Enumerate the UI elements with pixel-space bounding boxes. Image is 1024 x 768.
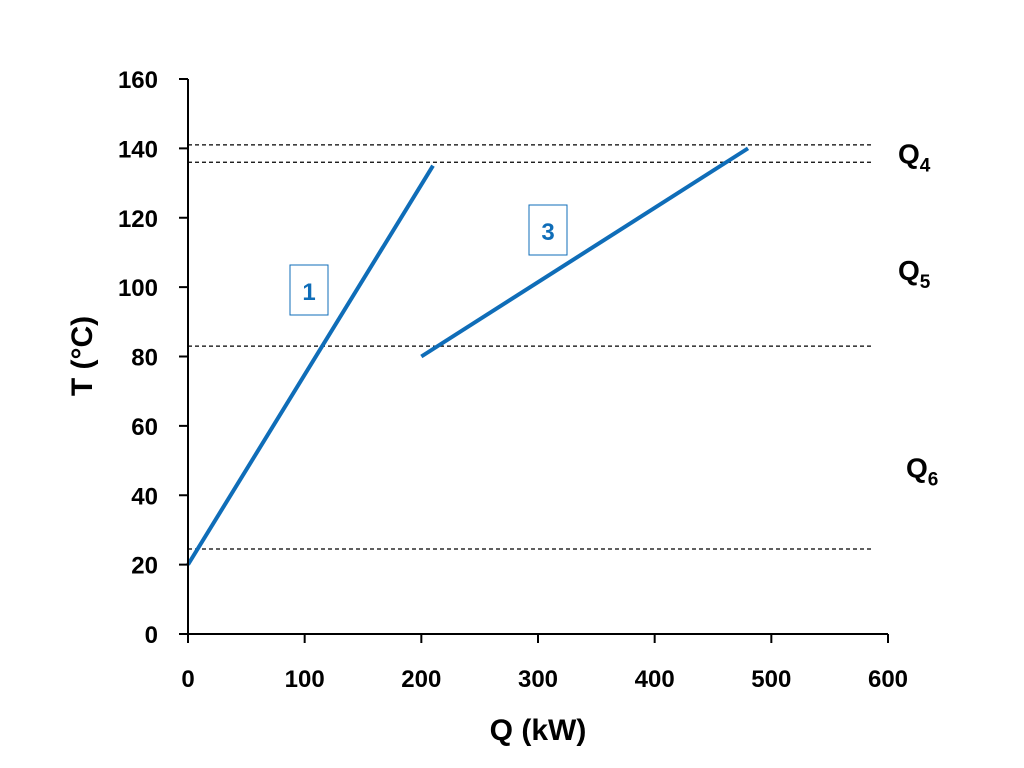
interval-label-q6: Q6 <box>906 453 938 491</box>
y-tick-label: 0 <box>145 622 158 649</box>
series-label: 1 <box>302 279 315 306</box>
y-tick-label: 80 <box>131 345 158 372</box>
y-tick-label: 60 <box>131 414 158 441</box>
y-tick-label: 20 <box>131 553 158 580</box>
x-ticks: 0 100 200 300 400 500 600 <box>181 634 908 693</box>
interval-label-subscript: 6 <box>928 470 939 491</box>
x-tick-label: 500 <box>751 666 791 693</box>
interval-label-q4: Q4 <box>898 139 931 177</box>
x-tick-label: 300 <box>518 666 558 693</box>
series-lines <box>186 146 750 566</box>
y-ticks: 0 20 40 60 80 100 120 140 160 <box>118 67 188 649</box>
series-label-box <box>289 264 329 316</box>
y-tick-label: 40 <box>131 483 158 510</box>
interval-label-subscript: 4 <box>920 156 931 177</box>
series-line-3 <box>420 146 750 359</box>
interval-label-q5: Q5 <box>898 255 931 293</box>
series-line-1 <box>186 164 435 566</box>
series-label-box <box>528 204 568 256</box>
y-axis-label: T (°C) <box>66 316 99 396</box>
interval-label-subscript: 5 <box>920 272 931 293</box>
series-label: 3 <box>541 219 554 246</box>
x-axis-label: Q (kW) <box>490 714 587 747</box>
interval-label-base: Q <box>898 255 920 286</box>
y-tick-label: 160 <box>118 67 158 94</box>
x-tick-label: 200 <box>401 666 441 693</box>
x-tick-label: 100 <box>285 666 325 693</box>
x-tick-label: 0 <box>181 666 194 693</box>
y-tick-label: 120 <box>118 206 158 233</box>
y-tick-label: 140 <box>118 136 158 163</box>
x-tick-label: 600 <box>868 666 908 693</box>
y-tick-label: 100 <box>118 275 158 302</box>
series-labels: 13 <box>289 204 568 316</box>
reference-lines <box>188 144 871 550</box>
x-tick-label: 400 <box>635 666 675 693</box>
interval-label-base: Q <box>898 139 920 170</box>
interval-label-base: Q <box>906 453 928 484</box>
